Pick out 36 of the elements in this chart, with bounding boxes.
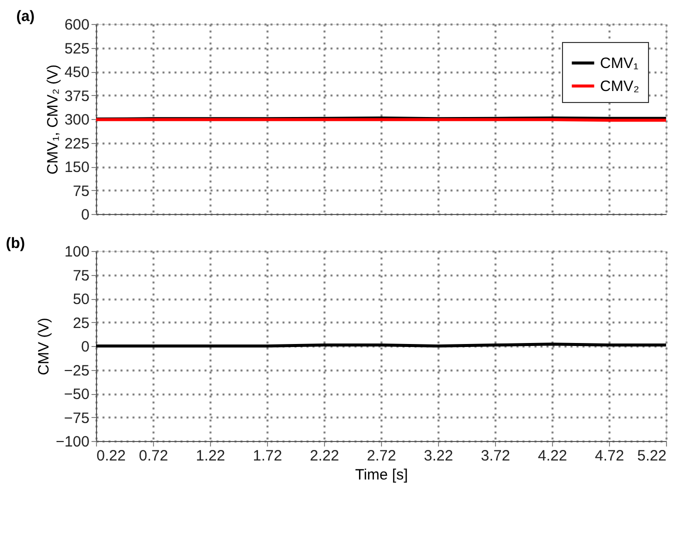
x-tick-label: 3.22 [424, 448, 454, 464]
y-tick-label: −100 [56, 434, 90, 450]
y-tick-label: 0 [81, 338, 90, 356]
y-tick-label: −75 [64, 410, 90, 427]
y-tick-label: 600 [64, 16, 90, 34]
y-tick-label: 75 [72, 267, 90, 284]
y-axis-title: CMV (V) [36, 318, 53, 376]
legend-label: CMV₁ [600, 55, 638, 72]
x-tick-label: 4.22 [538, 448, 568, 464]
x-tick-label: 0.22 [96, 448, 126, 464]
y-tick-label: 150 [64, 159, 90, 176]
y-tick-label: 50 [72, 291, 90, 308]
legend-label: CMV₂ [600, 78, 640, 95]
y-tick-label: 225 [64, 135, 90, 152]
chart-title: (a) [16, 8, 35, 25]
x-tick-label: 2.72 [366, 448, 396, 464]
y-tick-label: 300 [64, 112, 90, 128]
x-tick-label: 5.22 [637, 448, 666, 464]
x-tick-label: 1.72 [252, 448, 282, 464]
x-tick-label: 0.72 [138, 448, 168, 464]
x-tick-label: 4.72 [594, 448, 624, 464]
x-tick-label: 2.22 [310, 448, 340, 464]
y-tick-label: 75 [72, 182, 90, 200]
chart-title: (b) [6, 235, 26, 252]
y-tick-label: 25 [72, 314, 90, 332]
x-tick-label: 1.22 [196, 448, 226, 464]
y-tick-label: 0 [81, 206, 90, 224]
y-tick-label: −25 [64, 362, 90, 380]
y-tick-label: 100 [64, 244, 90, 260]
y-tick-label: 450 [64, 64, 90, 81]
x-tick-label: 3.72 [480, 448, 510, 464]
y-tick-label: 525 [64, 40, 90, 58]
y-tick-label: −50 [64, 386, 90, 403]
y-tick-label: 375 [64, 88, 90, 105]
x-axis-title: Time [s] [355, 466, 408, 484]
y-axis-title: CMV₁, CMV₂ (V) [44, 64, 62, 175]
